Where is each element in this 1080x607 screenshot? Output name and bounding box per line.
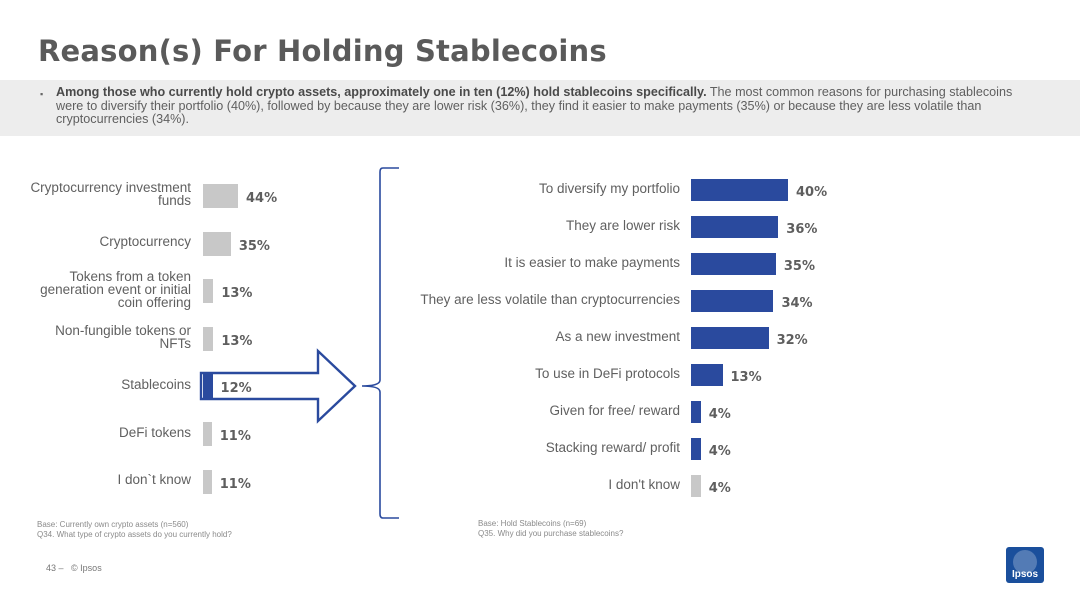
category-label: DeFi tokens xyxy=(118,424,191,440)
bar xyxy=(203,422,212,446)
value-label: 12% xyxy=(220,381,252,397)
page-number: 43 – xyxy=(46,563,64,573)
category-label: To diversify my portfolio xyxy=(538,180,680,196)
left-question: Q34. What type of crypto assets do you c… xyxy=(37,530,232,539)
category-label: As a new investment xyxy=(555,328,680,344)
value-label: 35% xyxy=(783,259,815,274)
bar xyxy=(691,475,701,497)
category-label: It is easier to make payments xyxy=(504,254,680,270)
bracket xyxy=(361,167,399,519)
page-title: Reason(s) For Holding Stablecoins xyxy=(38,34,607,68)
value-label: 4% xyxy=(708,407,731,422)
value-label: 32% xyxy=(776,333,808,348)
bar xyxy=(691,364,723,386)
bar xyxy=(203,469,212,494)
category-label: Given for free/ reward xyxy=(549,402,680,418)
value-label: 35% xyxy=(238,238,270,254)
left-footnote: Base: Currently own crypto assets (n=560… xyxy=(37,520,232,540)
summary-text: Among those who currently hold crypto as… xyxy=(56,85,1040,127)
value-label: 4% xyxy=(708,444,731,459)
highlight-arrow xyxy=(199,348,357,424)
left-base: Base: Currently own crypto assets (n=560… xyxy=(37,520,189,529)
category-label: They are lower risk xyxy=(565,217,680,233)
right-base: Base: Hold Stablecoins (n=69) xyxy=(478,519,587,528)
bullet-icon: ▪ xyxy=(40,89,44,99)
value-label: 40% xyxy=(796,185,828,200)
category-label: Cryptocurrency investment funds xyxy=(30,180,191,208)
summary-bold: Among those who currently hold crypto as… xyxy=(56,85,707,99)
category-label: Non-fungible tokens or NFTs xyxy=(55,322,191,351)
value-label: 4% xyxy=(708,481,731,496)
value-label: 36% xyxy=(786,222,818,237)
category-label: Stablecoins xyxy=(121,376,191,392)
category-label: Stacking reward/ profit xyxy=(545,439,680,455)
summary-rest: The most common reasons for purchasing s… xyxy=(56,85,1013,126)
bar xyxy=(691,327,769,349)
bar xyxy=(203,184,238,208)
value-label: 13% xyxy=(221,333,253,349)
logo-mark-icon xyxy=(1013,550,1037,574)
value-label: 11% xyxy=(219,429,251,444)
category-label: I don`t know xyxy=(117,472,191,488)
copyright: © Ipsos xyxy=(71,563,102,573)
value-label: 44% xyxy=(246,191,278,206)
bar xyxy=(203,231,231,256)
bar xyxy=(691,401,701,423)
category-label: To use in DeFi protocols xyxy=(535,365,680,381)
bar xyxy=(691,216,779,238)
summary-box: ▪ Among those who currently hold crypto … xyxy=(0,80,1080,136)
category-label: I don't know xyxy=(608,476,680,492)
value-label: 13% xyxy=(221,286,253,302)
category-label: Cryptocurrency xyxy=(99,234,191,250)
ipsos-logo: Ipsos xyxy=(1006,547,1044,583)
category-label: They are less volatile than cryptocurren… xyxy=(420,291,680,307)
bar xyxy=(203,374,213,399)
value-label: 34% xyxy=(781,296,813,311)
bar xyxy=(203,279,214,304)
logo-text: Ipsos xyxy=(1011,569,1039,580)
right-question: Q35. Why did you purchase stablecoins? xyxy=(478,529,624,538)
bar xyxy=(691,290,774,312)
right-footnote: Base: Hold Stablecoins (n=69) Q35. Why d… xyxy=(478,519,623,539)
value-label: 11% xyxy=(219,476,251,492)
page-footer: 43 – © Ipsos xyxy=(46,563,102,573)
bar xyxy=(203,326,214,351)
bar xyxy=(691,179,788,201)
category-label: Tokens from a token generation event or … xyxy=(40,268,191,310)
bar xyxy=(691,438,701,460)
bar xyxy=(691,253,776,275)
value-label: 13% xyxy=(730,370,762,385)
